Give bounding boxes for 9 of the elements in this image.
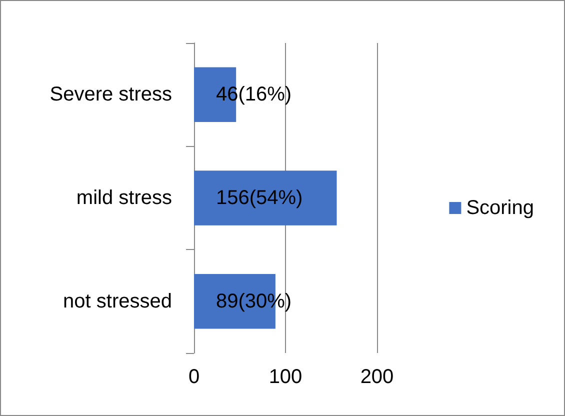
x-tick-label: 200	[360, 366, 394, 388]
data-label: 156(54%)	[216, 187, 303, 209]
y-tick-label: not stressed	[63, 290, 172, 312]
legend-label: Scoring	[466, 197, 534, 219]
x-tick-label: 100	[268, 366, 302, 388]
y-tick-label: Severe stress	[50, 84, 172, 106]
x-tick-label: 0	[188, 366, 200, 388]
y-tick-label: mild stress	[76, 187, 172, 209]
bar	[194, 170, 337, 226]
